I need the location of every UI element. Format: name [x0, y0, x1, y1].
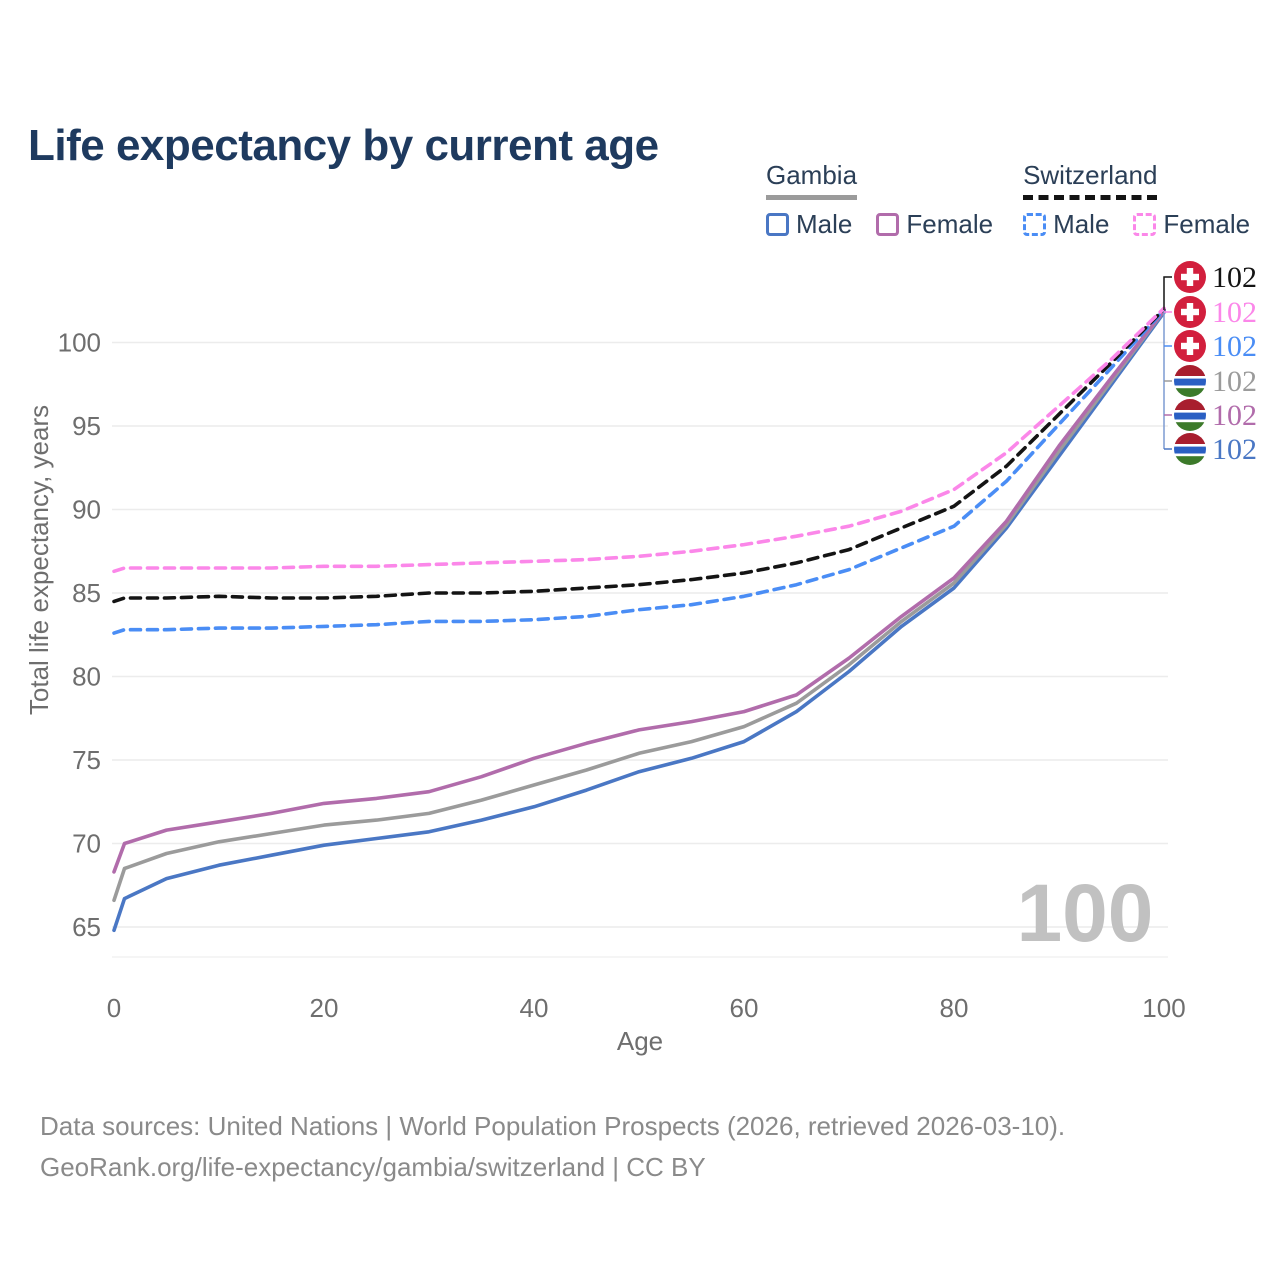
legend-item-label: Male — [1053, 209, 1110, 239]
gambia-flag-icon — [1174, 433, 1206, 465]
legend-country-switzerland[interactable]: Switzerland — [1023, 160, 1158, 200]
switzerland-flag-icon — [1174, 261, 1206, 293]
series-line-gambia-female — [112, 308, 1166, 874]
attribution-line: GeoRank.org/life-expectancy/gambia/switz… — [40, 1152, 706, 1182]
flag-stripes — [1174, 365, 1206, 397]
switzerland-flag-icon — [1174, 296, 1206, 328]
stripe-blue — [1174, 378, 1206, 386]
y-tick-label: 65 — [72, 912, 101, 942]
y-tick-label: 95 — [72, 411, 101, 441]
legend-item-switzerland-female[interactable]: Female — [1133, 209, 1250, 240]
series-line-switzerland-male — [112, 308, 1166, 635]
legend-group-switzerland: Switzerland Male Female — [1023, 160, 1250, 240]
series-line-switzerland-female — [112, 306, 1166, 574]
flag-cross — [1186, 303, 1194, 321]
stripe-green — [1174, 422, 1206, 431]
chart-footer: Data sources: United Nations | World Pop… — [40, 1106, 1065, 1188]
gambia-line-sample — [766, 195, 858, 200]
gambia-flag-icon — [1174, 399, 1206, 431]
x-tick-label: 20 — [310, 993, 339, 1023]
legend-item-label: Male — [796, 209, 853, 239]
legend-item-label: Female — [906, 209, 994, 239]
stripe-green — [1174, 456, 1206, 465]
stripe-white — [1174, 419, 1206, 423]
series-line-switzerland-total — [112, 307, 1166, 604]
x-axis-title: Age — [617, 1026, 663, 1056]
stripe-white — [1174, 453, 1206, 457]
series-line-gambia-total — [112, 308, 1166, 903]
x-tick-label: 0 — [107, 993, 121, 1023]
legend-country-gambia[interactable]: Gambia — [766, 160, 858, 200]
flag-cross — [1186, 268, 1194, 286]
switzerland-female-swatch-icon — [1133, 213, 1157, 236]
y-tick-label: 75 — [72, 745, 101, 775]
switzerland-flag-icon — [1174, 330, 1206, 362]
y-tick-label: 85 — [72, 578, 101, 608]
page-title: Life expectancy by current age — [28, 121, 659, 171]
gambia-male-swatch-icon — [766, 213, 789, 236]
age-watermark: 100 — [1017, 868, 1154, 959]
switzerland-line-sample — [1023, 195, 1158, 200]
y-tick-label: 90 — [72, 495, 101, 525]
end-value-label: 102 — [1212, 399, 1257, 432]
y-tick-label: 100 — [58, 328, 101, 358]
flag-cross — [1186, 337, 1194, 355]
y-tick-label: 80 — [72, 662, 101, 692]
switzerland-male-swatch-icon — [1023, 213, 1047, 236]
data-sources-line: Data sources: United Nations | World Pop… — [40, 1111, 1066, 1141]
legend-group-gambia: Gambia Male Female — [766, 160, 993, 240]
legend-item-gambia-female[interactable]: Female — [876, 209, 993, 240]
stripe-green — [1174, 388, 1206, 397]
gambia-flag-icon — [1174, 365, 1206, 397]
legend-item-label: Female — [1163, 209, 1251, 239]
stripe-white — [1174, 410, 1206, 413]
x-tick-label: 80 — [940, 993, 969, 1023]
stripe-white — [1174, 376, 1206, 379]
gambia-female-swatch-icon — [876, 213, 900, 236]
end-value-label: 102 — [1212, 330, 1257, 363]
stripe-red — [1174, 433, 1206, 444]
stripe-red — [1174, 365, 1206, 376]
legend-country-switzerland-label: Switzerland — [1023, 160, 1158, 190]
stripe-blue — [1174, 446, 1206, 454]
legend-country-gambia-label: Gambia — [766, 160, 858, 190]
y-axis-title: Total life expectancy, years — [24, 405, 54, 715]
x-tick-label: 60 — [730, 993, 759, 1023]
end-value-label: 102 — [1212, 433, 1257, 466]
legend-item-gambia-male[interactable]: Male — [766, 209, 852, 240]
legend-item-switzerland-male[interactable]: Male — [1023, 209, 1109, 240]
stripe-white — [1174, 385, 1206, 389]
series-line-gambia-male — [112, 310, 1166, 933]
y-tick-label: 70 — [72, 829, 101, 859]
chart-legend: Gambia Male Female Switzerland — [766, 160, 1250, 240]
stripe-blue — [1174, 412, 1206, 420]
end-value-label: 102 — [1212, 365, 1257, 398]
stripe-red — [1174, 399, 1206, 410]
end-value-label: 102 — [1212, 261, 1257, 294]
x-tick-label: 40 — [520, 993, 549, 1023]
flag-stripes — [1174, 433, 1206, 465]
flag-stripes — [1174, 399, 1206, 431]
stripe-white — [1174, 444, 1206, 447]
x-tick-label: 100 — [1142, 993, 1185, 1023]
end-value-label: 102 — [1212, 296, 1257, 329]
leader-line — [1163, 276, 1172, 310]
